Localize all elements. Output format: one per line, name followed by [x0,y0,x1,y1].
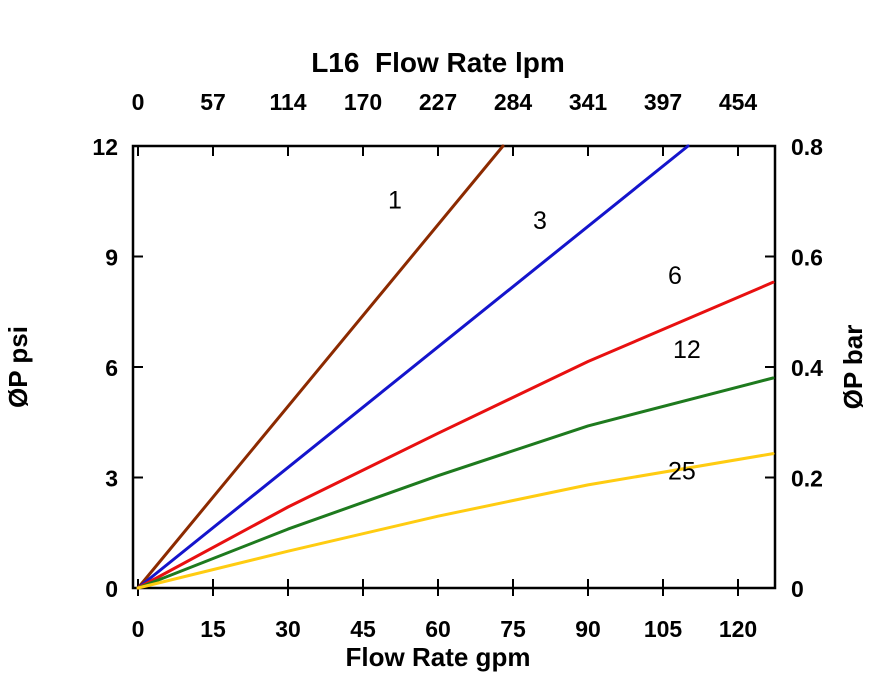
left-tick-label: 6 [105,355,118,381]
series-label-3: 3 [533,207,547,235]
bottom-tick-label: 75 [500,616,526,642]
series-line-3 [136,144,690,590]
series-line-6 [136,280,775,590]
bottom-tick-label: 0 [132,616,145,642]
top-tick-label: 114 [269,89,306,115]
top-tick-label: 57 [200,89,226,115]
bottom-tick-label: 120 [719,616,757,642]
series-label-25: 25 [668,457,696,485]
bottom-tick-label: 90 [575,616,601,642]
chart-title: L16 Flow Rate lpm [311,47,565,78]
left-axis-title: ØP psi [3,326,33,408]
top-tick-label: 284 [494,89,533,115]
left-tick-label: 9 [105,245,118,271]
top-tick-label: 341 [569,89,608,115]
right-tick-label: 0.4 [791,355,823,381]
left-tick-label: 3 [105,466,118,492]
right-tick-label: 0.8 [791,134,823,160]
top-tick-label: 170 [344,89,382,115]
bottom-tick-label: 15 [200,616,226,642]
bottom-tick-label: 45 [350,616,376,642]
series-line-1 [136,144,505,590]
right-tick-label: 0.2 [791,466,823,492]
right-tick-label: 0 [791,576,804,602]
top-tick-label: 0 [132,89,145,115]
top-tick-label: 397 [644,89,682,115]
bottom-axis-title: Flow Rate gpm [346,642,531,672]
bottom-tick-label: 60 [425,616,451,642]
series-label-12: 12 [673,336,701,364]
top-tick-label: 227 [419,89,457,115]
series-label-6: 6 [668,262,682,290]
series-line-25 [136,452,775,590]
right-tick-label: 0.6 [791,245,823,271]
bottom-tick-label: 30 [275,616,301,642]
series-label-1: 1 [388,187,402,215]
plot-area: 0015573011445170602277528490341105397120… [92,89,823,642]
top-tick-label: 454 [719,89,758,115]
left-tick-label: 12 [92,134,118,160]
series-line-12 [136,376,775,590]
bottom-tick-label: 105 [644,616,683,642]
right-axis-title: ØP bar [838,325,868,410]
left-tick-label: 0 [105,576,118,602]
plot-frame [131,144,777,590]
